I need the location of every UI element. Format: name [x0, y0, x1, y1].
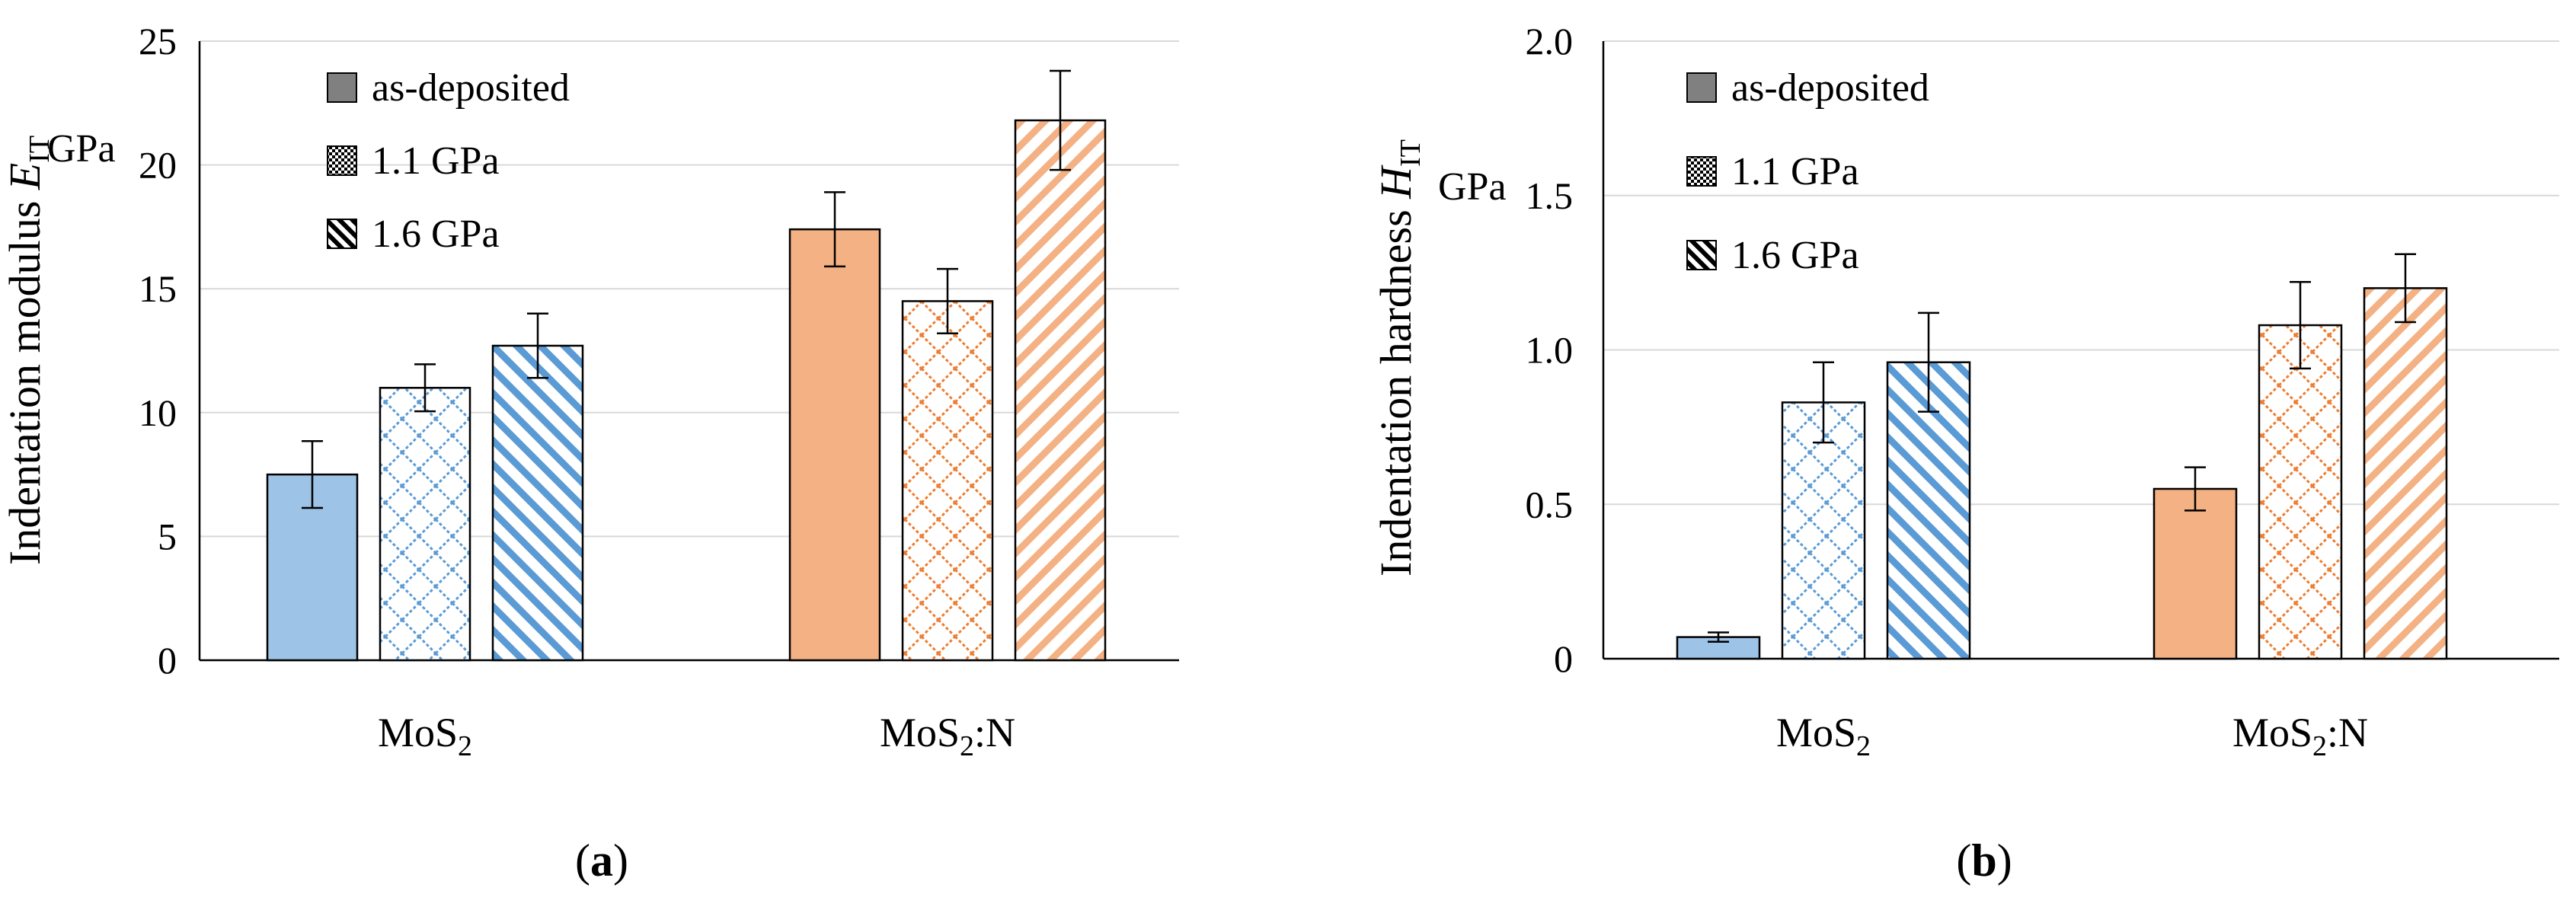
bar [2363, 287, 2448, 660]
y-tick-label: 0 [158, 639, 177, 682]
bar [788, 228, 881, 662]
bar [491, 344, 584, 662]
y-tick-label: 25 [139, 20, 177, 62]
y-tick-label: 5 [158, 515, 177, 557]
legend-swatch [327, 219, 357, 249]
x-tick-label: MoS2:N [2232, 710, 2368, 762]
y-axis-unit: GPa [1438, 165, 1507, 209]
y-axis-label: Indentation hardness HIT [1371, 139, 1427, 576]
x-tick-label: MoS2:N [880, 710, 1015, 762]
x-tick-label: MoS2 [378, 710, 472, 762]
legend-swatch [1686, 240, 1717, 270]
bar [901, 300, 994, 662]
y-tick-label: 20 [139, 144, 177, 187]
bar [2153, 487, 2238, 660]
y-tick-label: 10 [139, 391, 177, 434]
bar [379, 387, 471, 662]
bar [1014, 119, 1107, 662]
y-tick-label: 15 [139, 267, 177, 310]
y-tick-label: 1.5 [1526, 174, 1574, 217]
y-axis-unit: GPa [47, 127, 116, 171]
bar [2258, 324, 2343, 660]
panel-label: (b) [1956, 835, 2012, 886]
chart-b-hardness: 0 0.5 1.0 1.5 2.0 Indentation hardness HITGPa… [1371, 20, 2559, 886]
y-tick-label: 2.0 [1526, 20, 1574, 62]
legend-swatch [1686, 72, 1717, 103]
y-tick-label: 0 [1554, 637, 1573, 680]
legend-label: as-deposited [372, 66, 570, 110]
y-tick-label: 1.0 [1526, 329, 1574, 372]
legend-swatch [1686, 156, 1717, 187]
y-tick-label: 0.5 [1526, 483, 1574, 525]
legend-label: 1.6 GPa [372, 212, 500, 256]
legend-label: 1.1 GPa [1731, 150, 1859, 193]
x-tick-label: MoS2 [1776, 710, 1871, 762]
legend-label: as-deposited [1731, 66, 1929, 110]
legend-label: 1.1 GPa [372, 139, 500, 183]
legend-swatch [327, 72, 357, 103]
y-axis-label: Indentation modulus EIT [0, 136, 56, 565]
bar [1781, 401, 1866, 660]
legend-swatch [327, 145, 357, 176]
panel-label: (a) [575, 835, 628, 886]
legend-label: 1.6 GPa [1731, 234, 1859, 277]
